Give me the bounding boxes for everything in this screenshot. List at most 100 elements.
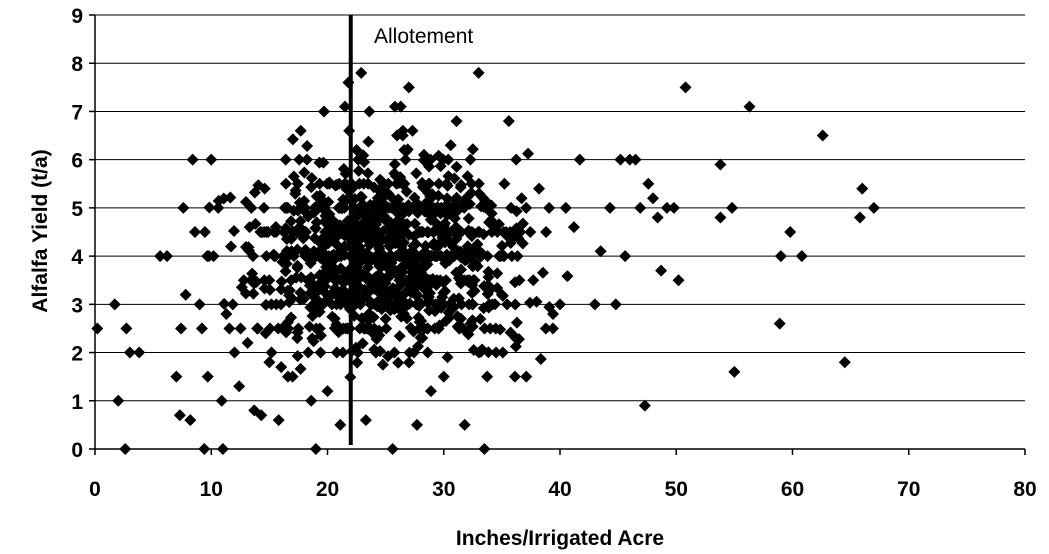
data-point [362, 177, 375, 190]
data-point [409, 200, 422, 213]
data-point [795, 250, 808, 263]
data-point [276, 322, 289, 335]
data-point [466, 143, 479, 156]
data-point [450, 205, 463, 218]
data-point [363, 216, 376, 229]
data-point [450, 160, 463, 173]
y-tick-label: 1 [71, 391, 83, 414]
data-point [475, 250, 488, 263]
data-point [262, 226, 275, 238]
data-point [305, 394, 318, 407]
data-point [536, 266, 549, 279]
data-point [321, 293, 334, 306]
data-point [728, 365, 741, 378]
data-point [410, 167, 423, 180]
data-point [398, 298, 411, 311]
data-point [91, 322, 104, 335]
data-point [218, 297, 231, 310]
data-point [265, 346, 278, 359]
data-point [332, 201, 345, 214]
data-point [504, 326, 517, 339]
data-point [442, 306, 455, 319]
data-point [326, 310, 339, 323]
data-point [279, 177, 292, 190]
data-point [294, 226, 307, 238]
data-point [397, 201, 410, 214]
data-point [408, 255, 421, 268]
data-point [305, 172, 318, 185]
data-point [173, 409, 186, 422]
data-point [388, 346, 401, 359]
data-point [223, 322, 236, 335]
x-tick-label: 0 [89, 478, 101, 501]
data-point [383, 301, 396, 314]
data-point [417, 261, 430, 274]
data-point [619, 250, 632, 263]
data-point [773, 317, 786, 330]
data-point [376, 176, 389, 189]
data-point [161, 250, 174, 263]
data-point [309, 292, 322, 305]
data-point [444, 139, 457, 152]
data-point [375, 299, 388, 312]
data-point [474, 345, 487, 358]
data-point [458, 418, 471, 431]
data-point [193, 298, 206, 311]
data-point [294, 124, 307, 137]
data-point [306, 332, 319, 345]
data-point [490, 346, 503, 359]
data-point [774, 250, 787, 263]
data-point [816, 129, 829, 142]
data-point [358, 322, 371, 335]
data-point [290, 271, 303, 284]
data-point [283, 296, 296, 309]
data-point [289, 184, 302, 197]
data-point [350, 144, 363, 157]
data-point [186, 153, 199, 166]
data-point [239, 196, 252, 209]
x-axis-title: Inches/Irrigated Acre [456, 527, 664, 550]
data-point [217, 192, 230, 205]
data-point [672, 274, 685, 287]
data-point [201, 370, 214, 383]
data-point [481, 288, 494, 301]
data-point [310, 216, 323, 229]
data-point [386, 229, 399, 242]
data-point [302, 346, 315, 359]
data-point [856, 182, 869, 195]
data-point [392, 356, 405, 369]
data-point [177, 201, 190, 214]
data-point [494, 323, 507, 336]
data-point [655, 264, 668, 277]
data-point [454, 181, 467, 194]
data-point [251, 322, 264, 335]
data-point [233, 380, 246, 393]
data-point [320, 216, 333, 229]
data-point [264, 322, 277, 335]
data-point [492, 218, 505, 231]
data-point [263, 356, 276, 369]
data-point [297, 292, 310, 305]
data-point [403, 346, 416, 359]
allotment-label: Allotement [374, 25, 473, 48]
data-point [853, 211, 866, 224]
data-point [336, 289, 349, 302]
data-point [410, 271, 423, 284]
data-point [466, 287, 479, 300]
data-point [407, 325, 420, 338]
data-point [483, 216, 496, 229]
data-point [634, 201, 647, 214]
data-point [359, 414, 372, 427]
data-point [462, 328, 475, 341]
data-point [376, 358, 389, 371]
data-point [424, 213, 437, 226]
data-point [498, 177, 511, 190]
data-point [372, 226, 385, 238]
data-point [350, 211, 363, 224]
data-point [287, 170, 300, 183]
data-point [432, 177, 445, 190]
data-point [339, 167, 352, 180]
data-point [361, 167, 374, 180]
data-point [383, 290, 396, 303]
